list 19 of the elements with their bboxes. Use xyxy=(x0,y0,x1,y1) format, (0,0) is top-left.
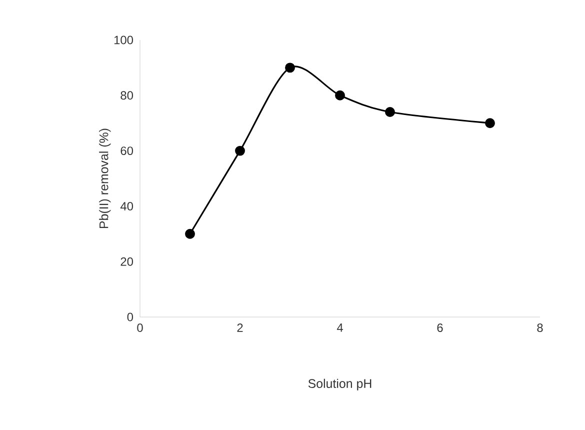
y-tick-label: 40 xyxy=(120,202,134,210)
x-tick-label: 2 xyxy=(237,324,243,332)
x-tick-label: 6 xyxy=(437,324,443,332)
y-tick-label: 0 xyxy=(127,312,134,322)
y-tick-label: 60 xyxy=(120,146,134,156)
y-tick-label: 80 xyxy=(120,91,134,100)
point xyxy=(485,118,495,128)
y-axis-title: Pb(II) removal (%) xyxy=(99,128,111,228)
y-tick-label: 100 xyxy=(114,36,134,44)
point xyxy=(385,107,395,118)
x-axis-title: Solution pH xyxy=(308,378,372,390)
point xyxy=(235,146,245,156)
x-tick-label: 8 xyxy=(537,324,543,332)
x-tick-label: 0 xyxy=(137,324,143,332)
point xyxy=(185,228,195,239)
point xyxy=(285,62,295,73)
y-tick-label: 20 xyxy=(120,257,134,266)
point xyxy=(335,90,345,100)
x-tick-label: 4 xyxy=(336,324,343,332)
